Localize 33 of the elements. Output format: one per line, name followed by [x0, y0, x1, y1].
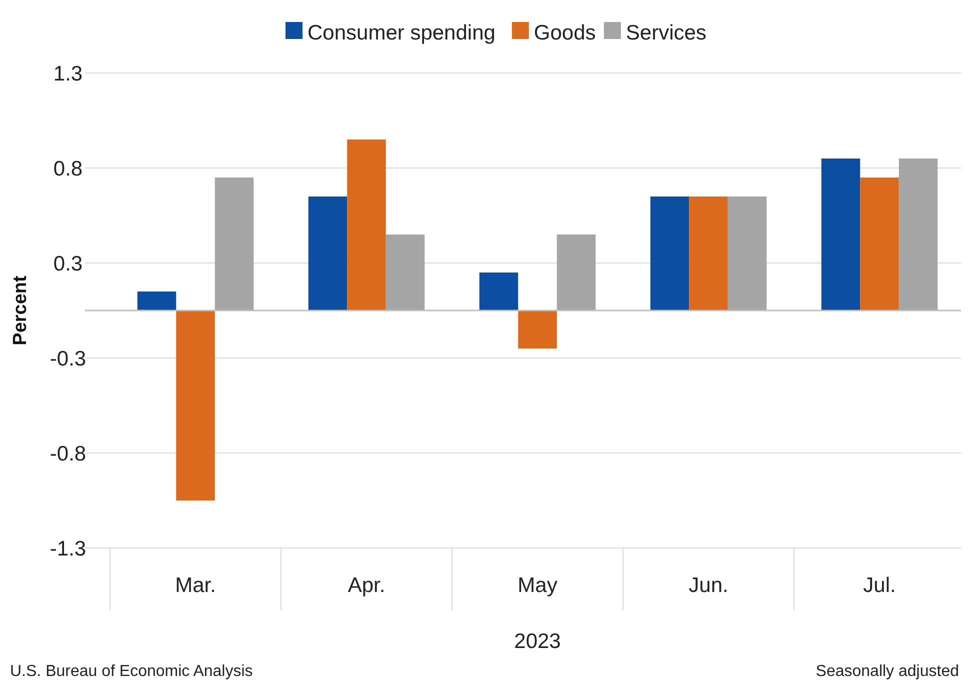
x-tick-label: May — [518, 574, 558, 597]
bar — [518, 310, 557, 348]
x-tick-label: Apr. — [348, 574, 386, 597]
y-tick-label: -0.3 — [50, 347, 86, 370]
bar — [860, 178, 899, 310]
y-tick-label: -0.8 — [50, 442, 86, 466]
bar — [898, 158, 938, 310]
bar — [650, 196, 690, 310]
y-tick-label: 0.8 — [53, 157, 83, 180]
legend-label: Goods — [534, 21, 596, 44]
bar — [347, 140, 386, 310]
bar — [308, 196, 348, 310]
y-tick-label: -1.3 — [50, 537, 86, 560]
x-axis-title: 2023 — [514, 630, 561, 653]
x-tick-label: Jun. — [688, 574, 728, 597]
bar — [386, 234, 425, 310]
y-axis-title: Percent — [10, 274, 31, 346]
text: Seasonally adjusted — [816, 663, 959, 680]
x-tick-label: Mar. — [175, 574, 216, 597]
bar — [176, 310, 215, 500]
y-tick-label: 0.3 — [53, 252, 83, 276]
legend-label: Consumer spending — [308, 21, 496, 44]
bar — [556, 234, 596, 310]
y-tick-label: 1.3 — [53, 62, 83, 86]
bar — [821, 158, 860, 310]
bar — [689, 196, 728, 310]
bar — [137, 292, 176, 310]
bar — [728, 196, 767, 310]
bar — [214, 178, 254, 310]
x-tick-label: Jul. — [863, 574, 896, 597]
legend-label: Services — [626, 21, 706, 44]
bar — [479, 272, 518, 310]
text: U.S. Bureau of Economic Analysis — [10, 663, 253, 680]
